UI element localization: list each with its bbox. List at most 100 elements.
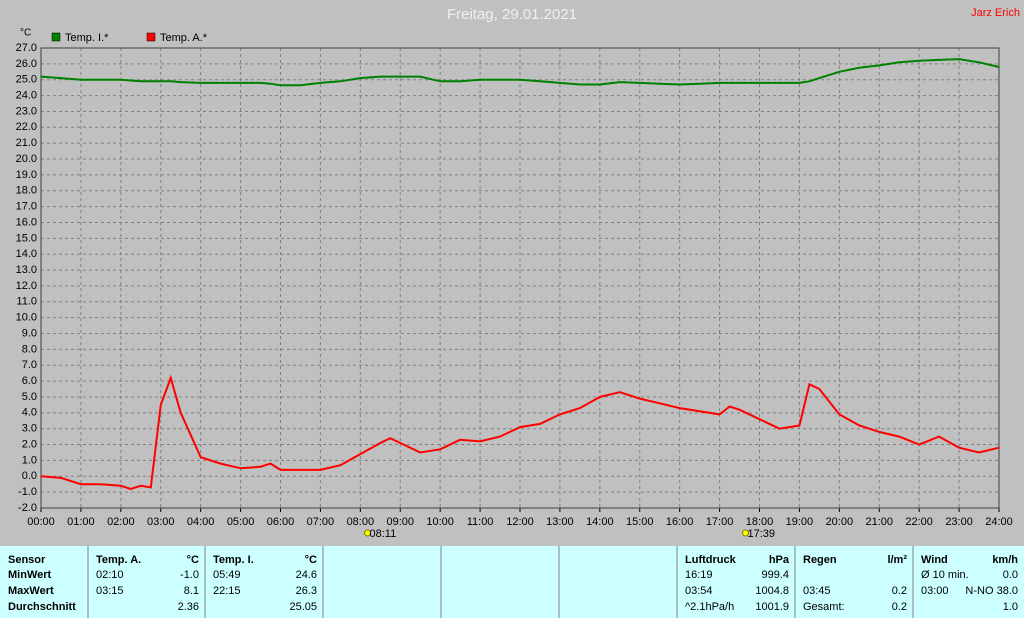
cell-value: 26.3 <box>296 585 317 597</box>
x-tick-label: 05:00 <box>227 516 255 528</box>
cell-time: 02:10 <box>96 569 124 581</box>
sun-marker <box>742 529 750 537</box>
y-tick-label: 8.0 <box>22 343 37 355</box>
legend-label: Temp. A.* <box>160 32 208 44</box>
y-tick-label: 18.0 <box>16 185 37 197</box>
x-tick-label: 23:00 <box>945 516 973 528</box>
cell-time: 03:15 <box>96 585 124 597</box>
sun-marker <box>364 529 372 537</box>
cell-value: 2.36 <box>178 601 199 613</box>
cell-time: Ø 10 min. <box>921 569 969 581</box>
x-tick-label: 14:00 <box>586 516 614 528</box>
y-tick-label: 26.0 <box>16 58 37 70</box>
column-unit: l/m² <box>887 554 907 566</box>
x-tick-label: 06:00 <box>267 516 295 528</box>
cell-time: 05:49 <box>213 569 241 581</box>
y-tick-label: 5.0 <box>22 391 37 403</box>
cell-time: 03:00 <box>921 585 949 597</box>
column-header: Temp. A. <box>96 554 141 566</box>
y-tick-label: 24.0 <box>16 89 37 101</box>
column-unit: °C <box>305 554 317 566</box>
cell-value: 24.6 <box>296 569 317 581</box>
legend-label: Temp. I.* <box>65 32 109 44</box>
y-tick-label: 22.0 <box>16 121 37 133</box>
x-tick-label: 19:00 <box>786 516 814 528</box>
cell-time: 03:54 <box>685 585 713 597</box>
y-tick-label: 11.0 <box>16 296 37 308</box>
y-tick-label: 0.0 <box>22 470 37 482</box>
x-tick-label: 22:00 <box>905 516 933 528</box>
cell-value: 0.2 <box>892 601 907 613</box>
y-tick-label: 17.0 <box>16 201 37 213</box>
y-tick-label: 9.0 <box>22 327 37 339</box>
y-tick-label: 12.0 <box>16 280 37 292</box>
x-tick-label: 13:00 <box>546 516 574 528</box>
y-tick-label: -1.0 <box>18 486 37 498</box>
plot-frame <box>40 47 1000 509</box>
x-tick-label: 12:00 <box>506 516 534 528</box>
sun-label: 08:11 <box>370 528 397 540</box>
series-line <box>40 374 1000 491</box>
cell-time: 03:45 <box>803 585 831 597</box>
summary-table <box>0 546 1024 618</box>
column-unit: °C <box>187 554 199 566</box>
x-tick-label: 03:00 <box>147 516 175 528</box>
x-tick-label: 17:00 <box>706 516 734 528</box>
x-tick-label: 24:00 <box>985 516 1013 528</box>
cell-value: 1004.8 <box>755 585 789 597</box>
x-tick-label: 20:00 <box>826 516 854 528</box>
y-tick-label: -2.0 <box>18 502 37 514</box>
column-header: Temp. I. <box>213 554 254 566</box>
y-tick-label: 10.0 <box>16 312 37 324</box>
cell-value: 8.1 <box>184 585 199 597</box>
y-unit: °C <box>20 28 31 39</box>
sun-label: 17:39 <box>748 528 776 540</box>
cell-value: 25.05 <box>289 601 317 613</box>
cell-value: 999.4 <box>761 569 789 581</box>
row-label: MaxWert <box>8 585 54 597</box>
cell-time: ^2.1hPa/h <box>685 601 734 613</box>
y-tick-label: 19.0 <box>16 169 37 181</box>
y-tick-label: 21.0 <box>16 137 37 149</box>
y-tick-label: 1.0 <box>22 454 37 466</box>
series-line <box>40 58 1000 87</box>
x-tick-label: 02:00 <box>107 516 135 528</box>
row-label: Durchschnitt <box>8 601 76 613</box>
y-tick-label: 15.0 <box>16 232 37 244</box>
legend-swatch <box>146 32 156 42</box>
column-header: Luftdruck <box>685 554 737 566</box>
x-tick-label: 00:00 <box>27 516 55 528</box>
column-header: Regen <box>803 554 837 566</box>
cell-value: 1.0 <box>1003 601 1018 613</box>
y-tick-label: 16.0 <box>16 216 37 228</box>
cell-time: Gesamt: <box>803 601 845 613</box>
y-tick-label: 14.0 <box>16 248 37 260</box>
y-tick-label: 23.0 <box>16 105 37 117</box>
y-tick-label: 7.0 <box>22 359 37 371</box>
y-tick-label: 20.0 <box>16 153 37 165</box>
y-tick-label: 4.0 <box>22 407 37 419</box>
y-tick-label: 25.0 <box>16 74 37 86</box>
x-tick-label: 07:00 <box>307 516 335 528</box>
cell-time: 16:19 <box>685 569 713 581</box>
author: Jarz Erich <box>971 7 1020 19</box>
y-tick-label: 13.0 <box>16 264 37 276</box>
x-tick-label: 11:00 <box>467 516 494 528</box>
x-tick-label: 01:00 <box>67 516 95 528</box>
x-tick-label: 04:00 <box>187 516 215 528</box>
x-tick-label: 09:00 <box>386 516 414 528</box>
row-label: MinWert <box>8 569 52 581</box>
cell-value: N-NO 38.0 <box>965 585 1018 597</box>
cell-value: 0.0 <box>1003 569 1018 581</box>
y-tick-label: 27.0 <box>16 42 37 54</box>
row-label: Sensor <box>8 554 46 566</box>
y-tick-label: 2.0 <box>22 438 37 450</box>
x-tick-label: 10:00 <box>426 516 454 528</box>
column-unit: hPa <box>769 554 790 566</box>
column-header: Wind <box>921 554 948 566</box>
x-tick-label: 16:00 <box>666 516 694 528</box>
legend-swatch <box>51 32 61 42</box>
